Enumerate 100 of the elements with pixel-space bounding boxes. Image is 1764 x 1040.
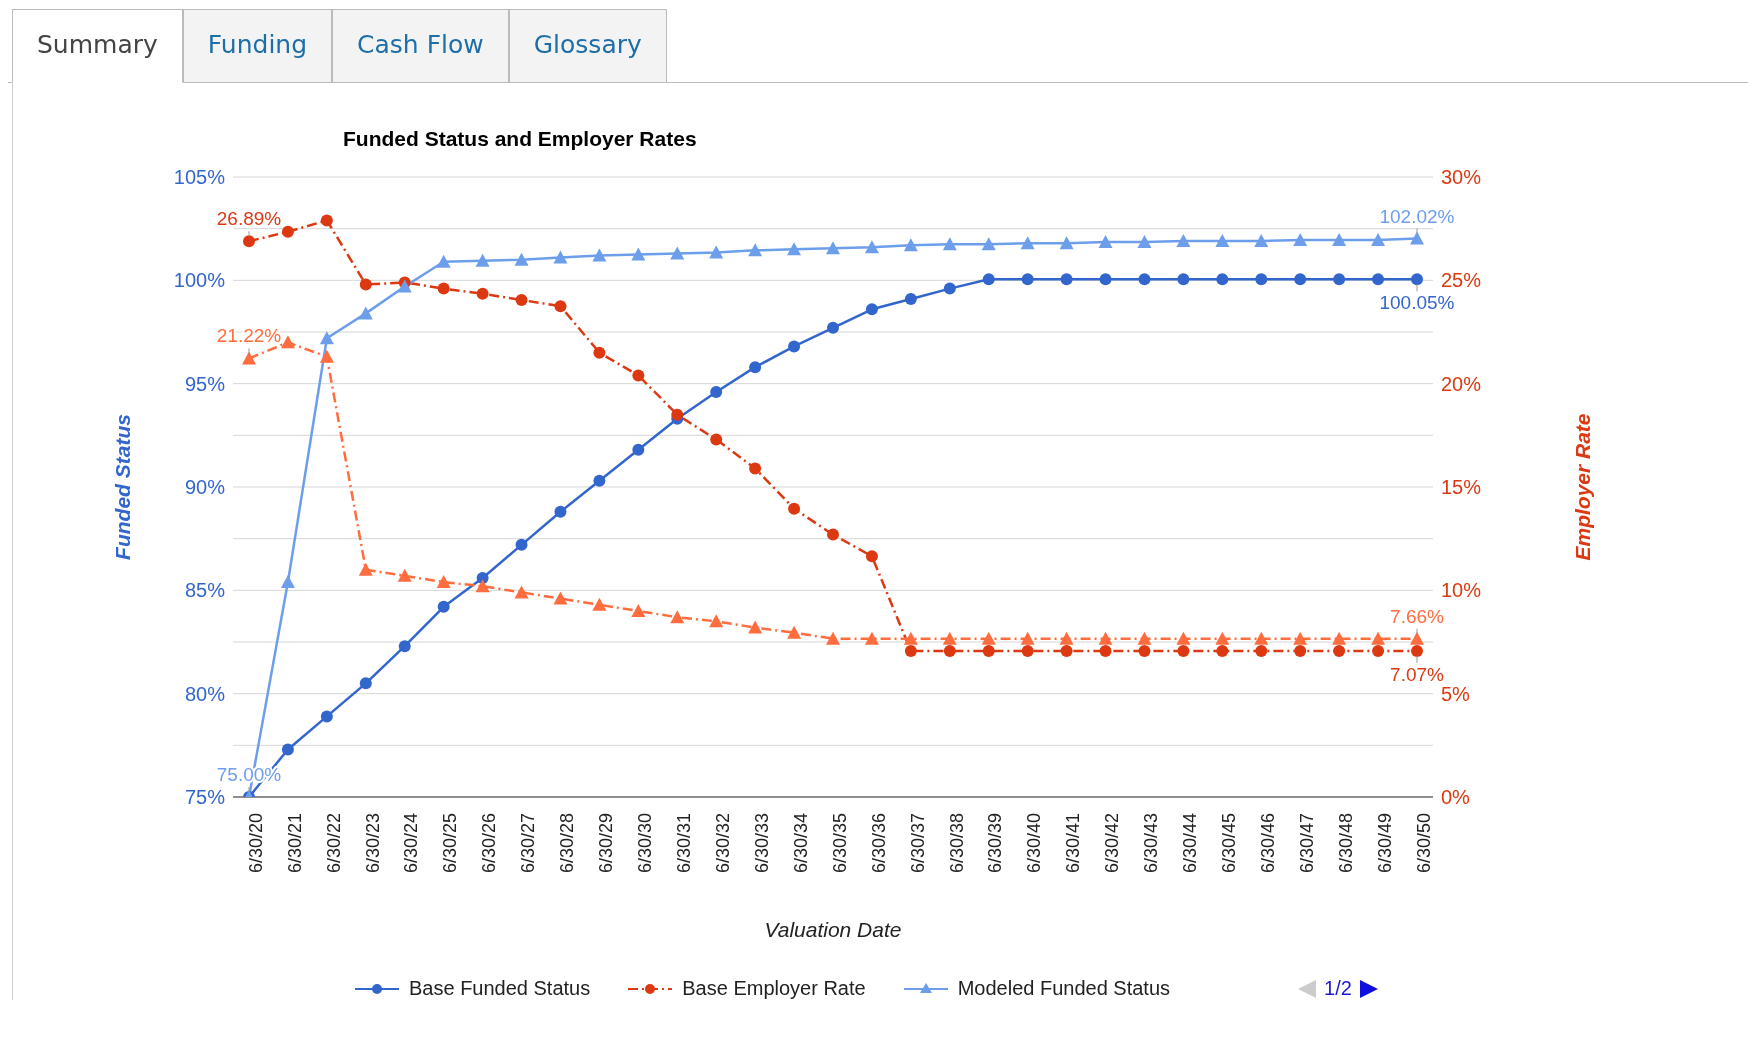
point xyxy=(515,293,528,306)
point xyxy=(1372,273,1385,286)
point xyxy=(1215,631,1230,645)
point xyxy=(1059,236,1074,250)
text: Glossary xyxy=(508,9,667,83)
point xyxy=(632,369,645,382)
point xyxy=(1099,644,1112,657)
point xyxy=(320,214,333,227)
x-tick-label: 6/30/50 xyxy=(1413,813,1434,874)
point xyxy=(397,568,412,582)
point xyxy=(475,579,490,593)
point xyxy=(1060,273,1073,286)
point xyxy=(1410,631,1424,645)
point xyxy=(515,538,528,551)
point xyxy=(1410,231,1424,245)
x-tick-label: 6/30/21 xyxy=(284,813,305,874)
x-tick-label: 6/30/25 xyxy=(440,813,461,874)
data-label: 100.05% xyxy=(1379,292,1455,314)
point xyxy=(592,597,607,611)
point xyxy=(865,550,878,563)
y2-tick-label: 25% xyxy=(1441,269,1482,292)
point xyxy=(1020,236,1035,250)
data-label: 26.89% xyxy=(216,208,282,230)
y2-tick-label: 30% xyxy=(1441,166,1482,189)
x-tick-label: 6/30/38 xyxy=(946,813,967,874)
y-tick-label: 75% xyxy=(184,786,226,809)
point xyxy=(1098,631,1113,645)
point xyxy=(710,433,723,446)
point xyxy=(709,245,724,259)
x-tick-label: 6/30/23 xyxy=(362,813,383,874)
point xyxy=(1137,631,1152,645)
point xyxy=(1411,273,1423,286)
point xyxy=(1215,234,1230,248)
x-tick-label: 6/30/27 xyxy=(518,813,539,874)
point xyxy=(436,575,451,589)
y-tick-label: 100% xyxy=(173,269,226,292)
point xyxy=(631,247,646,261)
point xyxy=(788,502,801,515)
y-tick-label: 105% xyxy=(173,166,226,189)
point xyxy=(748,620,763,634)
point xyxy=(670,610,685,624)
x-tick-label: 6/30/35 xyxy=(829,813,850,874)
point xyxy=(748,243,763,257)
y-tick-label: 90% xyxy=(184,476,226,499)
point xyxy=(280,575,295,589)
point xyxy=(1138,273,1151,286)
point xyxy=(1176,234,1191,248)
point xyxy=(864,240,879,254)
x-tick-label: 6/30/46 xyxy=(1258,813,1279,874)
x-tick-label: 6/30/29 xyxy=(596,813,617,874)
point xyxy=(670,246,685,260)
point xyxy=(865,303,878,316)
y-tick-label: 95% xyxy=(184,372,226,395)
point xyxy=(1177,273,1190,286)
point xyxy=(554,505,567,518)
point xyxy=(631,604,646,617)
point xyxy=(358,306,373,320)
point xyxy=(1294,644,1307,657)
point xyxy=(981,237,996,251)
data-label: 21.22% xyxy=(216,325,282,347)
y2-tick-label: 15% xyxy=(1441,476,1482,499)
legend-label: Modeled Funded Status xyxy=(957,977,1171,1000)
x-axis-title: Valuation Date xyxy=(764,918,902,941)
point xyxy=(1059,631,1074,645)
point xyxy=(1138,644,1151,657)
point xyxy=(514,252,529,266)
x-tick-label: 6/30/37 xyxy=(907,813,928,874)
point xyxy=(1255,644,1268,657)
x-tick-label: 6/30/39 xyxy=(985,813,1006,874)
point xyxy=(1293,631,1308,645)
legend-label: Base Funded Status xyxy=(409,977,591,1000)
point xyxy=(1294,273,1307,286)
point xyxy=(358,562,373,576)
point xyxy=(787,242,802,256)
point xyxy=(1020,631,1035,645)
point xyxy=(553,591,568,605)
point xyxy=(1411,644,1423,657)
point xyxy=(243,235,255,248)
x-tick-label: 6/30/41 xyxy=(1063,813,1084,874)
x-tick-label: 6/30/44 xyxy=(1180,813,1201,874)
x-tick-label: 6/30/26 xyxy=(479,813,500,874)
point xyxy=(942,237,957,251)
point xyxy=(903,238,918,252)
data-label: 7.07% xyxy=(1390,663,1445,685)
point xyxy=(710,385,723,398)
point xyxy=(1137,235,1152,249)
point xyxy=(981,631,996,645)
point xyxy=(864,631,879,645)
x-tick-label: 6/30/24 xyxy=(401,813,422,874)
x-tick-label: 6/30/49 xyxy=(1374,813,1395,874)
point xyxy=(1332,233,1347,247)
point xyxy=(437,600,450,613)
x-tick-label: 6/30/48 xyxy=(1335,813,1356,874)
point xyxy=(281,743,294,756)
point xyxy=(982,644,995,657)
point xyxy=(1332,631,1347,645)
x-tick-label: 6/30/36 xyxy=(868,813,889,874)
y2-tick-label: 0% xyxy=(1441,786,1471,809)
point xyxy=(320,710,333,723)
text: 1/2 xyxy=(1324,977,1352,1000)
